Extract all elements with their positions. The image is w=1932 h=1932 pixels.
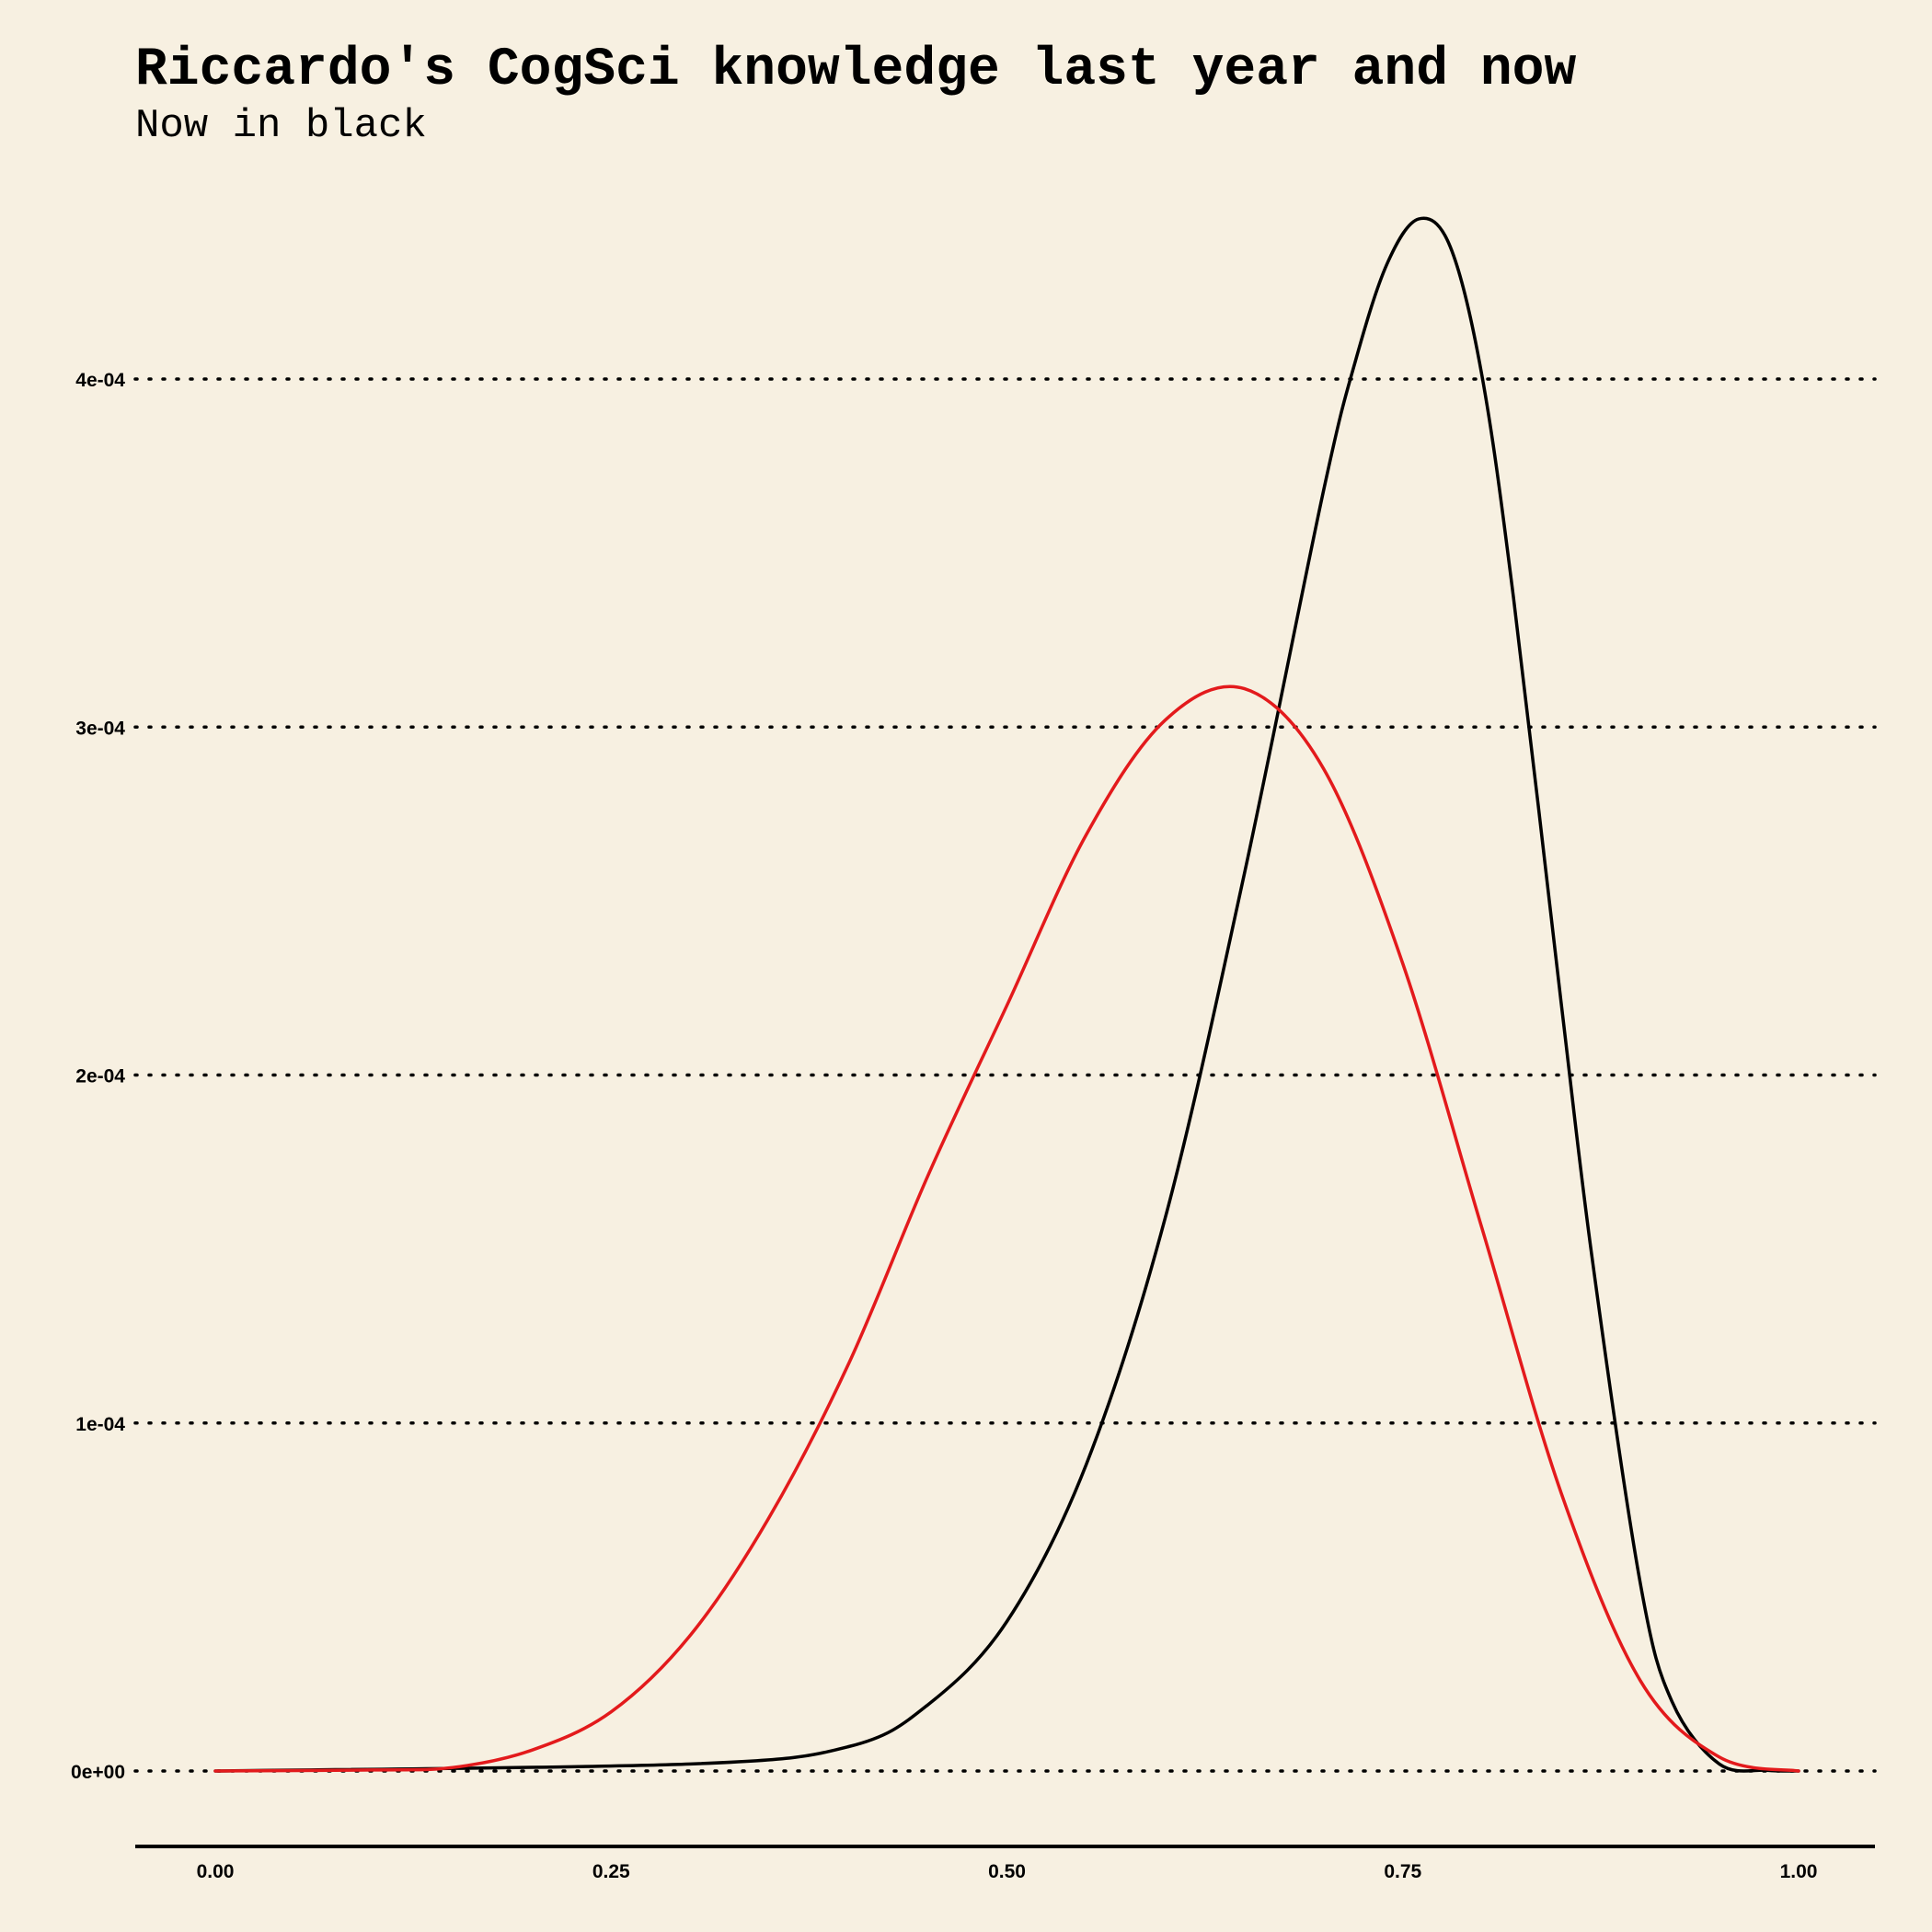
x-tick-label: 0.25 — [592, 1861, 630, 1882]
y-tick-label: 3e-04 — [75, 718, 125, 739]
series-line-2 — [213, 684, 1800, 1773]
x-tick-label: 0.00 — [197, 1861, 235, 1882]
x-tick-label: 0.50 — [988, 1861, 1026, 1882]
y-tick-label: 0e+00 — [71, 1762, 125, 1783]
x-tick-label: 1.00 — [1780, 1861, 1818, 1882]
gridlines — [133, 377, 1877, 1773]
series-lines — [213, 216, 1800, 1773]
y-tick-label: 4e-04 — [75, 370, 125, 391]
chart-subtitle: Now in black — [135, 103, 427, 149]
y-tick-label: 1e-04 — [75, 1414, 125, 1435]
series-line-1 — [213, 216, 1800, 1773]
chart-title: Riccardo's CogSci knowledge last year an… — [135, 40, 1577, 100]
y-tick-label: 2e-04 — [75, 1066, 125, 1087]
x-axis-ticks: 0.00 0.25 0.50 0.75 1.00 — [197, 1861, 1818, 1882]
y-axis-ticks: 0e+00 1e-04 2e-04 3e-04 4e-04 — [71, 370, 125, 1783]
x-tick-label: 0.75 — [1384, 1861, 1421, 1882]
